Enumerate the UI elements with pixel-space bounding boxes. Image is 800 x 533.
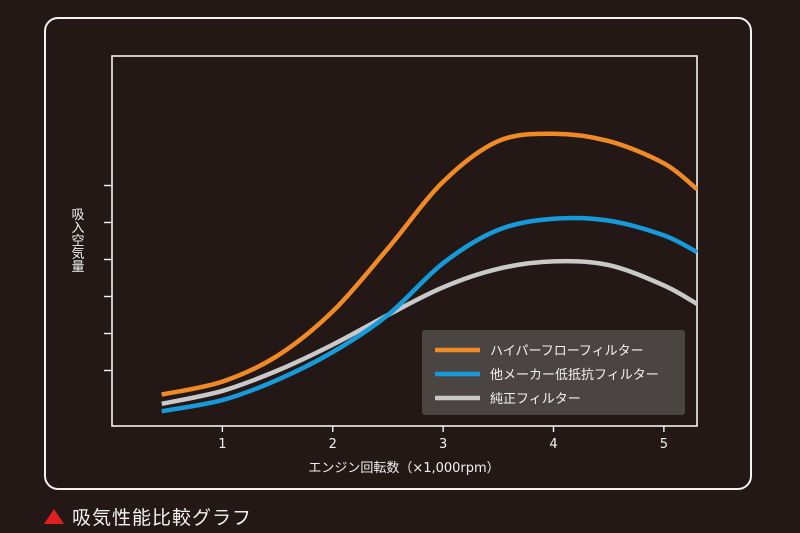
- y-axis-label: 吸入空気量: [69, 208, 85, 273]
- x-tick-label-1: 2: [329, 437, 337, 452]
- figure-caption: 吸気性能比較グラフ: [44, 503, 252, 530]
- series-line-0: [161, 131, 699, 397]
- series-line-1: [161, 215, 699, 414]
- plot-area: [111, 55, 698, 427]
- series-line-2: [161, 258, 699, 406]
- x-tick-label-4: 5: [660, 437, 668, 452]
- y-ticks: [104, 184, 112, 372]
- legend-label-2: 純正フィルター: [490, 392, 581, 407]
- series-lines: [161, 131, 699, 414]
- legend-label-0: ハイパーフローフィルター: [490, 344, 644, 359]
- x-ticks: 1 2 3 4 5: [218, 426, 668, 452]
- red-triangle-icon: [44, 509, 64, 524]
- chart-frame: [44, 17, 752, 490]
- x-tick-label-3: 4: [549, 437, 557, 452]
- legend-label-1: 他メーカー低抵抗フィルター: [490, 368, 659, 383]
- x-axis-label: エンジン回転数（×1,000rpm）: [308, 461, 499, 476]
- caption-text: 吸気性能比較グラフ: [72, 507, 253, 529]
- x-tick-label-0: 1: [218, 437, 226, 452]
- x-tick-label-2: 3: [439, 437, 447, 452]
- legend-background: [422, 330, 685, 415]
